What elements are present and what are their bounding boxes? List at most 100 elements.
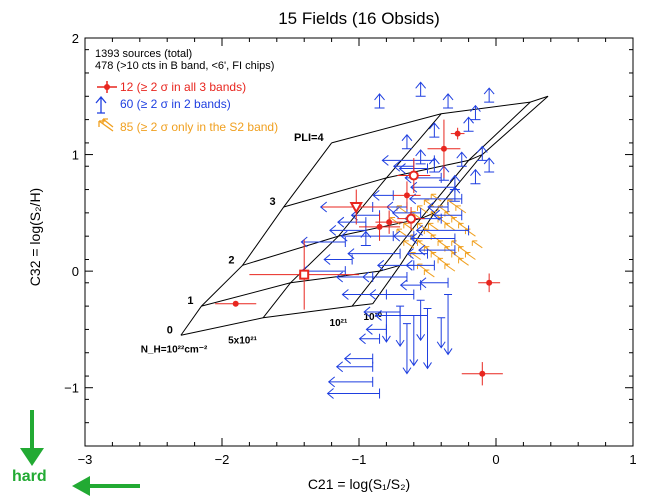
- blue-up-arrow: [456, 151, 468, 167]
- x-tick-label: 0: [492, 452, 499, 467]
- orange-arrow-point: [455, 205, 467, 214]
- blue-left-arrow: [427, 201, 449, 213]
- blue-up-arrow: [463, 116, 474, 132]
- blue-left-arrow: [335, 271, 374, 283]
- blue-left-arrow-path: [391, 207, 422, 219]
- blue-left-arrow: [419, 277, 449, 289]
- orange-arrow-path: [430, 193, 442, 202]
- blue-left-arrow-path: [415, 224, 470, 236]
- blue-down-arrow-path: [416, 299, 426, 342]
- red-data-point: [397, 158, 431, 194]
- grid-pli-label: 3: [270, 196, 276, 208]
- grid-pli-line: [180, 303, 373, 336]
- red-data-point: [249, 239, 359, 310]
- y-tick-label: 0: [72, 264, 79, 279]
- red-dot-marker: [440, 145, 447, 152]
- orange-arrow-path: [427, 222, 439, 231]
- red-dot-marker: [454, 130, 461, 137]
- blue-left-arrow-path: [432, 209, 463, 221]
- blue-down-arrow: [409, 314, 419, 367]
- blue-left-arrow: [343, 353, 374, 364]
- orange-arrow-path: [403, 240, 415, 249]
- blue-up-arrow: [442, 93, 454, 109]
- blue-left-arrow-path: [393, 160, 415, 172]
- orange-arrow-point: [430, 193, 442, 202]
- orange-arrow-point: [423, 199, 435, 208]
- red-data-point: [427, 119, 461, 178]
- blue-down-arrow: [402, 323, 412, 375]
- blue-up-arrow-path: [483, 157, 495, 173]
- orange-arrow-point: [444, 263, 456, 272]
- blue-up-arrow: [428, 122, 440, 138]
- blue-up-arrow-path: [483, 87, 495, 103]
- blue-up-arrow: [415, 149, 427, 165]
- orange-arrow-point: [471, 240, 483, 249]
- legend-red-label: 12 (≥ 2 σ in all 3 bands): [120, 80, 246, 94]
- blue-up-arrow-path: [401, 133, 413, 150]
- blue-left-arrow-path: [323, 254, 353, 265]
- y-axis-label: C32 = log(S₂/H): [27, 188, 43, 286]
- blue-down-arrow-path: [436, 317, 446, 349]
- red-dot-marker: [486, 279, 493, 286]
- blue-left-arrow-path: [347, 248, 401, 260]
- orange-arrow-point: [403, 222, 415, 231]
- blue-up-arrow: [401, 133, 413, 150]
- blue-up-arrow: [374, 93, 385, 109]
- info-text: 1393 sources (total) 478 (>10 cts in B b…: [95, 48, 274, 72]
- orange-arrow-point: [464, 251, 476, 260]
- blue-left-arrow-path: [427, 201, 449, 213]
- blue-left-arrow: [347, 248, 401, 260]
- blue-left-arrow-path: [393, 230, 415, 242]
- orange-arrow-point: [417, 205, 428, 214]
- blue-left-arrow: [432, 209, 463, 221]
- blue-left-arrow: [372, 189, 394, 201]
- red-dot-marker: [479, 370, 486, 377]
- hard-indicator: [20, 410, 140, 496]
- blue-left-arrow-path: [381, 155, 435, 166]
- blue-up-arrow: [483, 157, 495, 173]
- blue-left-arrow-path: [410, 181, 456, 193]
- orange-arrow-point: [458, 257, 469, 266]
- grid-pli-label: 1: [187, 295, 193, 307]
- orange-arrow-path: [417, 205, 428, 214]
- grid-nh-label: 10²¹: [330, 318, 348, 329]
- y-tick-label: 1: [72, 148, 79, 163]
- blue-up-arrow: [483, 87, 495, 103]
- blue-up-arrow-path: [456, 151, 468, 167]
- blue-left-arrow-path: [419, 277, 449, 289]
- blue-left-arrow-path: [399, 279, 422, 291]
- blue-up-arrow-path: [476, 145, 488, 161]
- blue-left-arrow: [410, 181, 456, 193]
- info-line-total: 1393 sources (total): [95, 48, 192, 60]
- x-axis-label: C21 = log(S₁/S₂): [308, 476, 410, 492]
- grid-pli-line: [331, 95, 549, 144]
- orange-arrow-path: [403, 222, 415, 231]
- blue-left-arrow: [365, 324, 387, 335]
- blue-up-arrow-path: [374, 93, 385, 109]
- blue-down-arrow: [395, 305, 405, 348]
- orange-arrow-path: [458, 257, 469, 266]
- blue-left-arrow-path: [372, 189, 394, 201]
- orange-arrow-path: [444, 263, 456, 272]
- legend: 12 (≥ 2 σ in all 3 bands) 60 (≥ 2 σ in 2…: [95, 80, 278, 134]
- orange-arrow-path: [471, 240, 483, 249]
- blue-down-arrow-path: [402, 323, 412, 375]
- orange-arrow-path: [423, 199, 435, 208]
- x-tick-label: −1: [352, 452, 367, 467]
- blue-left-arrow-path: [410, 233, 456, 244]
- blue-down-arrow: [443, 293, 453, 356]
- grid-pli-label: 0: [167, 324, 173, 336]
- red-dot-marker: [403, 192, 410, 199]
- blue-left-arrow: [358, 333, 381, 345]
- blue-down-arrow: [381, 311, 391, 343]
- grid-pli-label: PLI=4: [294, 132, 325, 144]
- blue-left-arrow: [335, 361, 374, 373]
- blue-left-arrow-path: [358, 333, 381, 345]
- legend-entry-blue: 60 (≥ 2 σ in 2 bands): [95, 95, 231, 114]
- grid-nh-line: [372, 95, 549, 305]
- blue-left-arrow-path: [343, 353, 374, 364]
- red-data-point: [478, 273, 501, 293]
- blue-left-arrow-path: [335, 361, 374, 373]
- blue-up-arrow-path: [415, 149, 427, 165]
